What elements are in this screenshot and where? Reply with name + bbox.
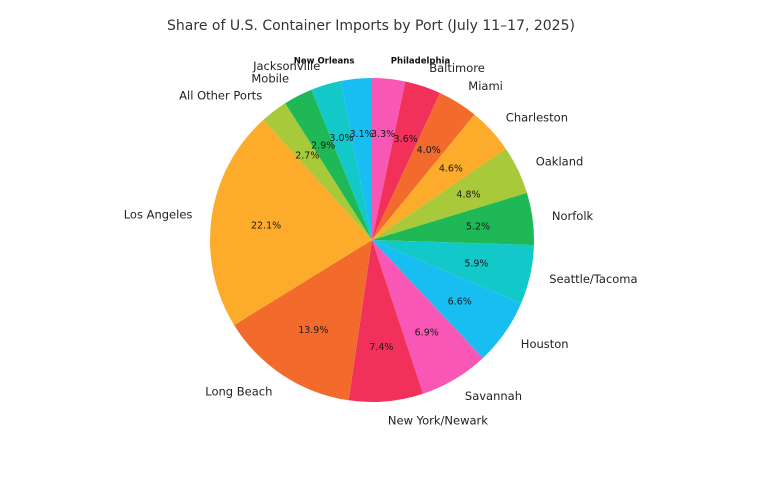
slice-label-new-york-newark: New York/Newark xyxy=(388,414,488,428)
percent-label-houston: 6.6% xyxy=(448,297,472,308)
slice-label-norfolk: Norfolk xyxy=(552,209,594,223)
slice-label-long-beach: Long Beach xyxy=(205,385,272,399)
pie-slice-new-york-newark xyxy=(348,240,424,402)
slice-label-houston: Houston xyxy=(521,337,569,351)
slice-label-oakland: Oakland xyxy=(536,155,584,169)
slice-label-los-angeles: Los Angeles xyxy=(124,207,193,221)
percent-label-jacksonville: 3.0% xyxy=(329,133,353,144)
slice-label-baltimore: Baltimore xyxy=(429,61,485,75)
pie-slice-all-other-ports xyxy=(263,103,372,240)
slice-label-all-other-ports: All Other Ports xyxy=(179,89,262,103)
pie-slice-jacksonville xyxy=(311,81,372,240)
slice-label-jacksonville: Jacksonville xyxy=(252,59,320,73)
slice-label-seattle-tacoma: Seattle/Tacoma xyxy=(549,272,637,286)
pie-slice-los-angeles xyxy=(210,119,372,326)
percent-label-all-other-ports: 2.7% xyxy=(295,150,319,161)
slice-label-miami: Miami xyxy=(468,79,503,93)
percent-label-new-orleans: 3.1% xyxy=(350,129,374,140)
slice-label-charleston: Charleston xyxy=(506,111,568,125)
percent-label-baltimore: 3.6% xyxy=(394,134,418,145)
percent-label-savannah: 6.9% xyxy=(415,327,439,338)
pie-slice-miami xyxy=(372,92,475,241)
pie-slice-philadelphia xyxy=(372,78,406,240)
pie-slice-seattle-tacoma xyxy=(372,240,534,304)
pie-slice-new-orleans xyxy=(340,77,372,240)
percent-label-miami: 4.0% xyxy=(417,145,441,156)
percent-label-mobile: 2.9% xyxy=(311,140,335,151)
percent-label-new-york-newark: 7.4% xyxy=(369,342,393,353)
pie-slice-norfolk xyxy=(372,192,535,246)
percent-label-oakland: 4.8% xyxy=(456,189,480,200)
percent-label-los-angeles: 22.1% xyxy=(251,220,281,231)
pie-slice-charleston xyxy=(372,114,506,240)
percent-label-seattle-tacoma: 5.9% xyxy=(464,259,488,270)
percent-label-charleston: 4.6% xyxy=(439,163,463,174)
percent-label-philadelphia: 3.3% xyxy=(371,129,395,140)
pie-slice-baltimore xyxy=(372,81,441,240)
slices-layer xyxy=(210,77,535,402)
slice-label-mobile: Mobile xyxy=(251,72,289,86)
pie-slice-long-beach xyxy=(234,240,372,401)
pie-slice-oakland xyxy=(372,148,527,240)
percent-label-norfolk: 5.2% xyxy=(466,221,490,232)
pie-slice-houston xyxy=(372,240,522,359)
pie-slice-mobile xyxy=(285,89,372,240)
percent-labels-layer: 3.3%3.6%4.0% 4.6% 4.8% 5.2% 5.9% 6.6% 6.9% 7.4%… xyxy=(251,129,490,353)
chart-title: Share of U.S. Container Imports by Port … xyxy=(167,18,575,34)
slice-label-savannah: Savannah xyxy=(465,389,522,403)
slice-label-philadelphia: Philadelphia xyxy=(391,57,451,67)
percent-label-long-beach: 13.9% xyxy=(298,325,328,336)
slice-label-new-orleans: New Orleans xyxy=(294,56,355,66)
pie-slice-savannah xyxy=(372,240,483,394)
